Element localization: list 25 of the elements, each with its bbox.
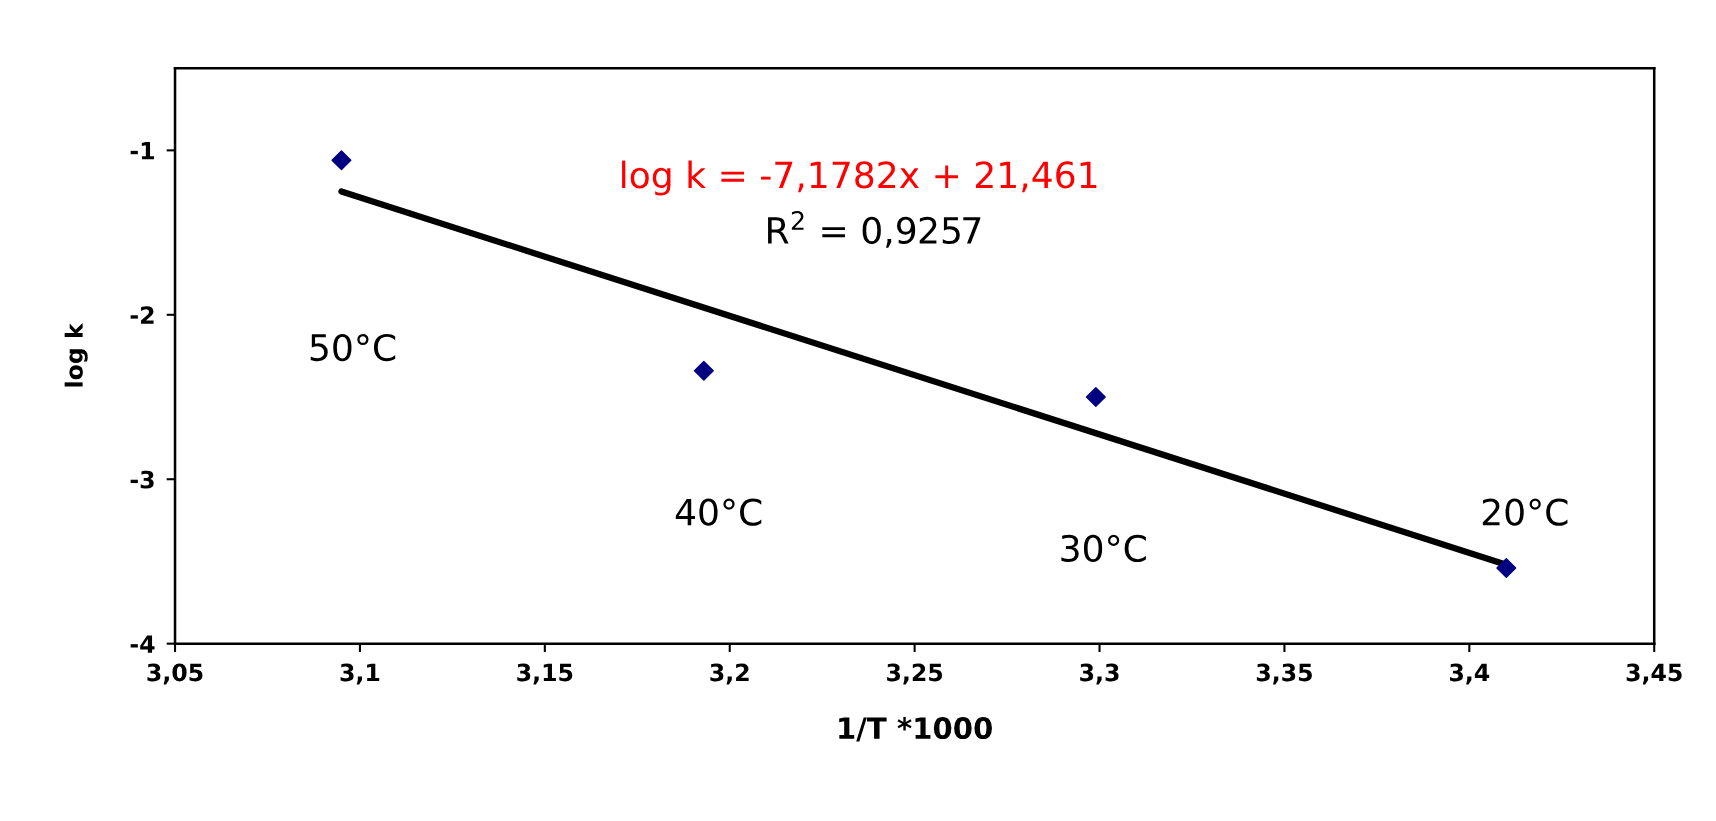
y-tick-label: -1 [130,142,154,160]
x-tick-label: 3,15 [517,663,573,685]
y-tick-label: -4 [130,635,155,653]
x-tick-label: 3,4 [1449,663,1490,685]
annotation: log k = -7,1782x + 21,461 [622,160,1097,196]
annotation: R$^{2}$ = 0,9257 [768,210,981,248]
annotation: 20°C [1482,498,1568,526]
annotation: 50°C [310,333,396,362]
x-tick-label: 3,2 [710,663,749,685]
y-tick-label: -2 [130,306,154,324]
annotation: 40°C [675,498,762,526]
x-tick-label: 3,35 [1256,663,1312,685]
point [1496,558,1517,579]
x-tick-label: 3,25 [887,663,943,685]
y-tick-label: -3 [130,470,154,489]
point [331,150,352,171]
x-tick-label: 3,3 [1080,663,1119,685]
x-tick-label: 3,05 [147,663,203,685]
annotation: 30°C [1061,534,1146,563]
x-axis-title: 1/T *1000 [839,717,992,742]
point [1085,387,1106,408]
point [693,360,714,381]
x-tick-label: 3,1 [340,663,380,685]
x-tick-label: 3,45 [1626,663,1682,685]
y-axis-title: log k [64,322,88,387]
